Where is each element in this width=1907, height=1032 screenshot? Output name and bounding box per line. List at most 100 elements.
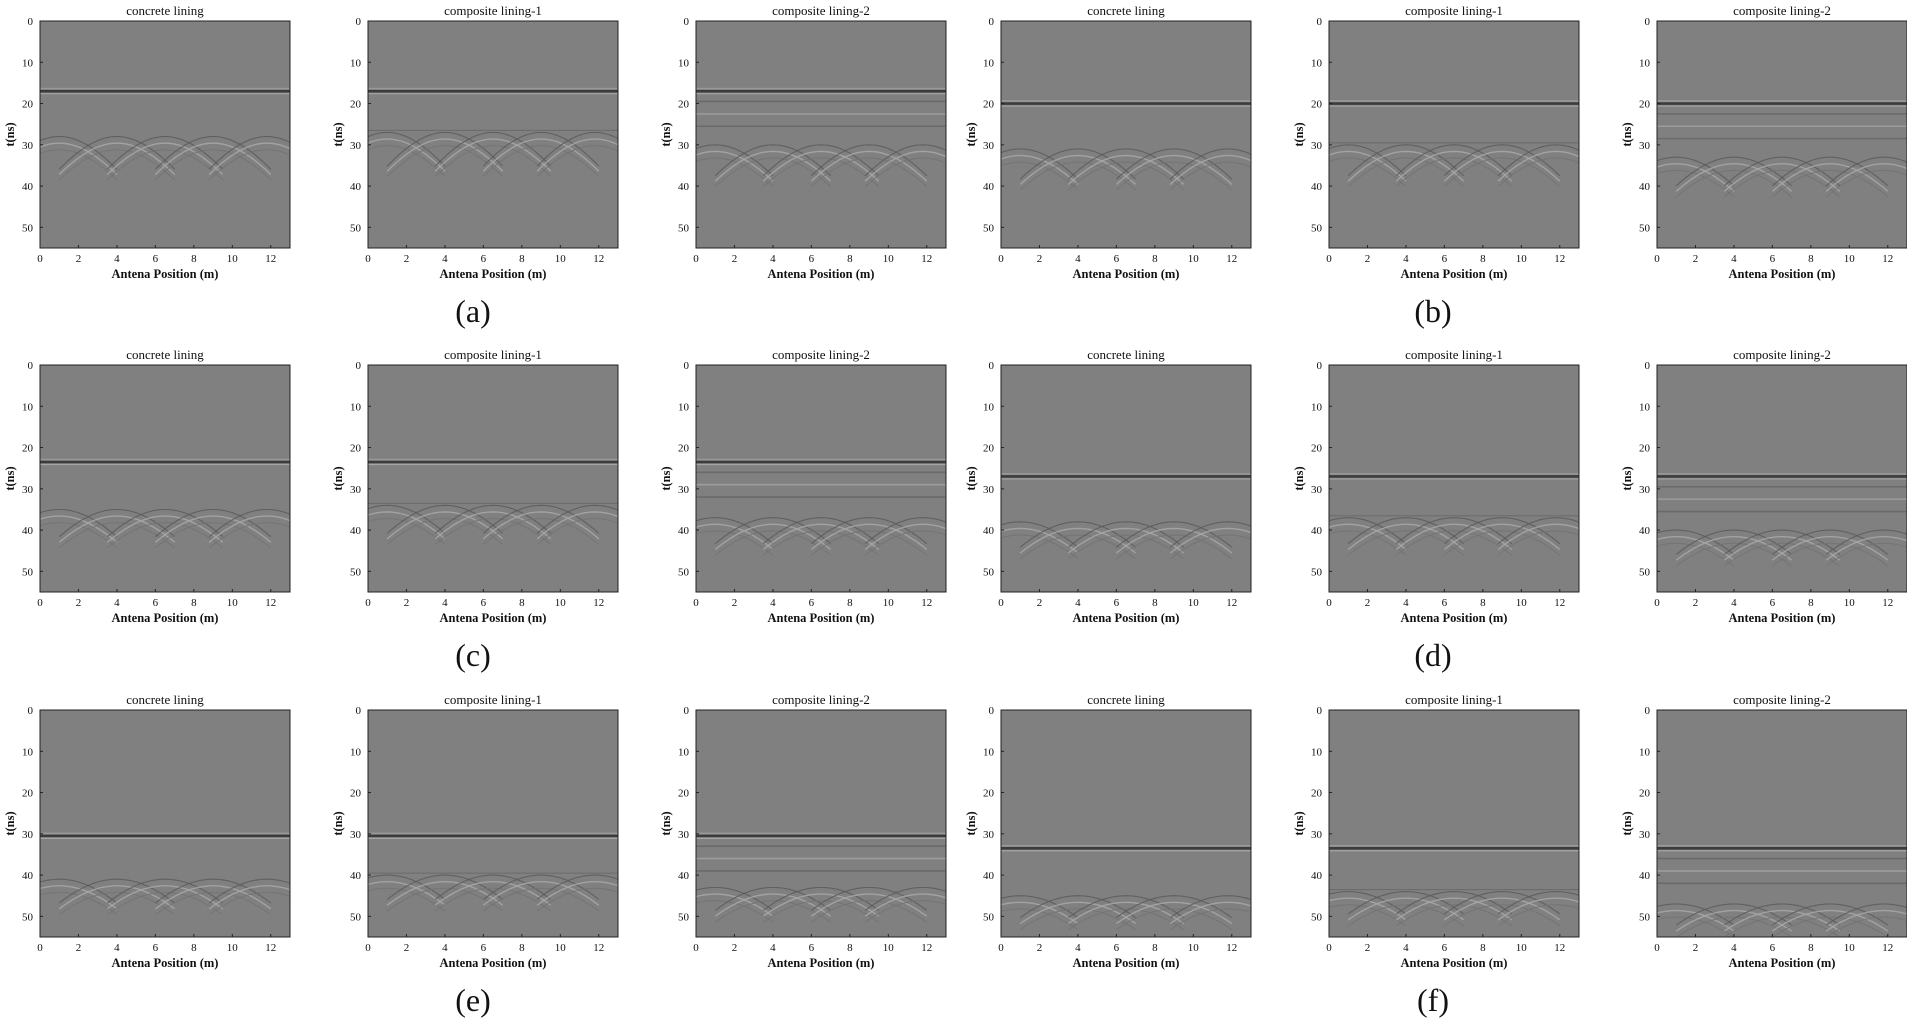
y-axis-label: t(ns) bbox=[331, 811, 345, 835]
diffraction-hyperbola bbox=[1067, 534, 1185, 560]
diffraction-hyperbola bbox=[1772, 542, 1889, 567]
y-tick-label: 20 bbox=[678, 788, 690, 800]
radargram-content bbox=[1001, 100, 1251, 191]
x-tick-label: 8 bbox=[1808, 253, 1814, 265]
diffraction-hyperbola bbox=[811, 144, 928, 177]
panel-title: composite lining-2 bbox=[772, 347, 870, 362]
radargram-content bbox=[1001, 845, 1251, 930]
y-axis-label: t(ns) bbox=[331, 466, 345, 490]
y-tick-label: 40 bbox=[678, 870, 690, 882]
y-tick-label: 50 bbox=[678, 911, 690, 923]
radargram-background bbox=[696, 21, 946, 248]
diffraction-hyperbola bbox=[1116, 534, 1233, 560]
y-tick-label: 50 bbox=[1639, 222, 1651, 234]
diffraction-hyperbola bbox=[1444, 530, 1561, 556]
diffraction-hyperbola bbox=[58, 885, 176, 910]
diffraction-hyperbola bbox=[536, 517, 618, 545]
radargram-background bbox=[40, 21, 290, 248]
diffraction-hyperbola bbox=[58, 878, 175, 904]
radargram-panel: composite lining-1 0 2 4 6 8 10 12 0 10 20 30 40 50 An… bbox=[331, 692, 619, 970]
x-tick-label: 2 bbox=[76, 253, 82, 265]
y-tick-label: 30 bbox=[678, 484, 690, 496]
diffraction-hyperbola bbox=[1169, 895, 1251, 919]
diffraction-hyperbola bbox=[106, 885, 224, 910]
diffraction-hyperbola bbox=[714, 886, 831, 911]
diffraction-hyperbola bbox=[1825, 163, 1907, 192]
x-tick-label: 10 bbox=[555, 597, 567, 609]
diffraction-hyperbola bbox=[696, 150, 774, 182]
diffraction-hyperbola bbox=[368, 138, 446, 172]
radargram-background bbox=[40, 710, 290, 937]
x-tick-label: 4 bbox=[114, 597, 120, 609]
diffraction-hyperbola bbox=[1116, 148, 1233, 180]
diffraction-hyperbola bbox=[1019, 895, 1136, 919]
radargram-content bbox=[696, 87, 946, 187]
x-tick-label: 0 bbox=[693, 942, 699, 954]
radargram-background bbox=[696, 710, 946, 937]
y-tick-label: 30 bbox=[983, 829, 995, 841]
x-tick-label: 10 bbox=[883, 597, 895, 609]
y-tick-label: 10 bbox=[1639, 57, 1651, 69]
x-axis-label: Antena Position (m) bbox=[1729, 956, 1836, 970]
diffraction-hyperbola bbox=[1675, 916, 1792, 937]
x-tick-label: 8 bbox=[1480, 597, 1486, 609]
diffraction-hyperbola bbox=[368, 131, 446, 167]
y-tick-label: 10 bbox=[1311, 401, 1323, 413]
diffraction-hyperbola bbox=[536, 131, 618, 167]
diffraction-hyperbola bbox=[208, 878, 290, 904]
y-tick-label: 10 bbox=[678, 746, 690, 758]
diffraction-hyperbola bbox=[1067, 521, 1185, 548]
y-tick-label: 50 bbox=[350, 222, 362, 234]
x-tick-label: 0 bbox=[1654, 253, 1660, 265]
x-tick-label: 4 bbox=[442, 253, 448, 265]
y-tick-label: 50 bbox=[22, 911, 34, 923]
diffraction-hyperbola bbox=[1723, 909, 1841, 932]
y-tick-label: 40 bbox=[22, 870, 34, 882]
radargram-background bbox=[368, 21, 618, 248]
x-axis-label: Antena Position (m) bbox=[440, 956, 547, 970]
x-tick-label: 8 bbox=[191, 253, 197, 265]
y-tick-label: 10 bbox=[983, 401, 995, 413]
diffraction-hyperbola bbox=[1657, 536, 1735, 561]
diffraction-hyperbola bbox=[1675, 169, 1792, 198]
y-tick-label: 30 bbox=[1639, 484, 1651, 496]
diffraction-hyperbola bbox=[714, 530, 831, 556]
y-tick-label: 10 bbox=[1639, 401, 1651, 413]
diffraction-hyperbola bbox=[386, 504, 503, 534]
x-axis-label: Antena Position (m) bbox=[112, 956, 219, 970]
x-tick-label: 4 bbox=[1075, 942, 1081, 954]
x-tick-label: 0 bbox=[998, 253, 1004, 265]
radargram-panel: concrete lining 0 2 4 6 8 10 12 0 10 20 30 40 50 Anten… bbox=[964, 692, 1252, 970]
x-tick-label: 8 bbox=[191, 597, 197, 609]
diffraction-hyperbola bbox=[208, 515, 290, 543]
y-tick-label: 20 bbox=[983, 443, 995, 455]
diffraction-hyperbola bbox=[1347, 530, 1464, 556]
y-tick-label: 50 bbox=[350, 566, 362, 578]
diffraction-hyperbola bbox=[1347, 517, 1464, 545]
diffraction-hyperbola bbox=[1825, 169, 1907, 198]
y-tick-label: 10 bbox=[350, 746, 362, 758]
x-tick-label: 6 bbox=[809, 942, 815, 954]
diffraction-hyperbola bbox=[106, 136, 224, 170]
diffraction-hyperbola bbox=[40, 508, 118, 538]
x-axis-label: Antena Position (m) bbox=[1073, 611, 1180, 625]
diffraction-hyperbola bbox=[154, 885, 272, 910]
diffraction-hyperbola bbox=[1443, 150, 1561, 182]
x-tick-label: 0 bbox=[37, 942, 43, 954]
diffraction-hyperbola bbox=[696, 157, 774, 187]
y-tick-label: 10 bbox=[983, 746, 995, 758]
x-axis-label: Antena Position (m) bbox=[768, 611, 875, 625]
y-tick-label: 50 bbox=[678, 222, 690, 234]
x-axis-label: Antena Position (m) bbox=[440, 611, 547, 625]
diffraction-hyperbola bbox=[40, 136, 118, 170]
y-tick-label: 50 bbox=[678, 566, 690, 578]
radargram-panel: composite lining-2 0 2 4 6 8 10 12 0 10 20 30 40 50 An… bbox=[659, 3, 947, 281]
panel-title: concrete lining bbox=[1087, 692, 1165, 707]
x-tick-label: 10 bbox=[1188, 942, 1200, 954]
x-axis-label: Antena Position (m) bbox=[1729, 267, 1836, 281]
diffraction-hyperbola bbox=[1395, 530, 1513, 556]
y-tick-label: 40 bbox=[678, 181, 690, 193]
diffraction-hyperbola bbox=[864, 157, 946, 187]
